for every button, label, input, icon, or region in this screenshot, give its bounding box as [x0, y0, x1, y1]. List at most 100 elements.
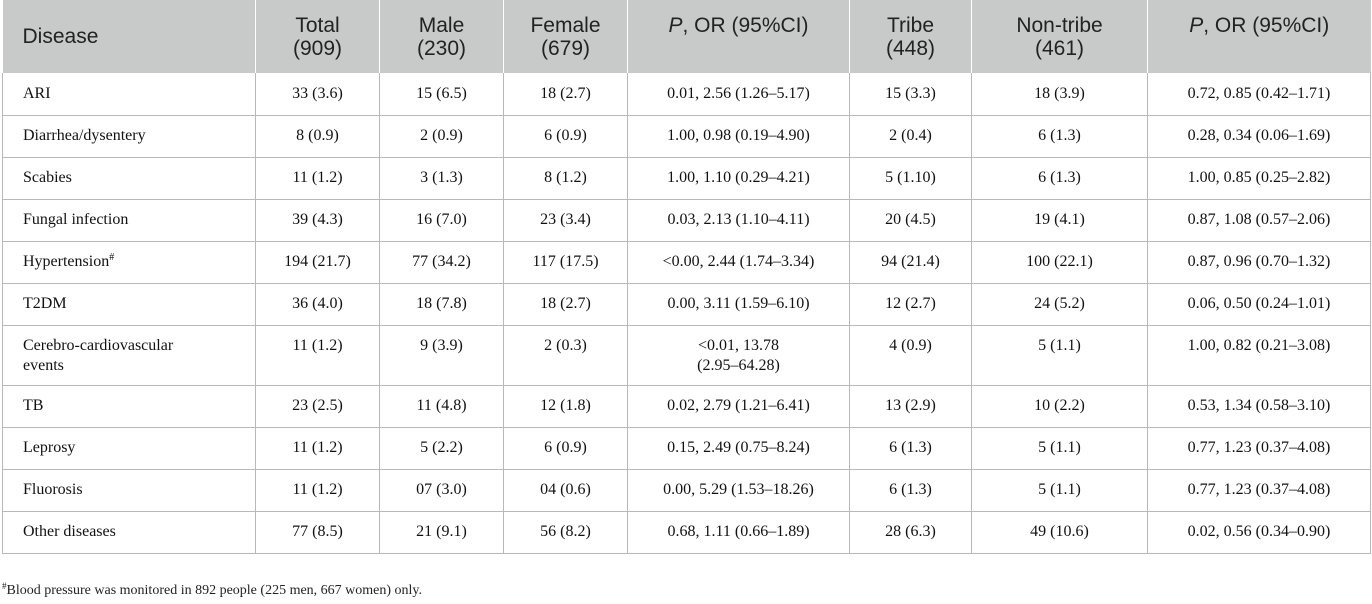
cell-total: 11 (1.2)	[255, 325, 380, 386]
cell-total: 11 (1.2)	[255, 427, 380, 470]
cell-total: 8 (0.9)	[255, 115, 380, 158]
cell-p-or-tribe: 0.06, 0.50 (0.24–1.01)	[1147, 283, 1371, 326]
table-row: Scabies 11 (1.2) 3 (1.3) 8 (1.2) 1.00, 1…	[2, 157, 1371, 200]
cell-non-tribe: 5 (1.1)	[971, 427, 1148, 470]
cell-female: 117 (17.5)	[503, 241, 628, 284]
cell-disease: Cerebro-cardiovascular events	[2, 325, 256, 386]
cell-tribe: 94 (21.4)	[849, 241, 972, 284]
cell-p-or-sex: 0.01, 2.56 (1.26–5.17)	[627, 73, 850, 116]
cell-non-tribe: 49 (10.6)	[971, 511, 1148, 554]
cell-non-tribe: 6 (1.3)	[971, 115, 1148, 158]
cell-disease: Fungal infection	[2, 199, 256, 242]
cell-p-or-tribe: 1.00, 0.82 (0.21–3.08)	[1147, 325, 1371, 386]
cell-p-or-tribe: 0.02, 0.56 (0.34–0.90)	[1147, 511, 1371, 554]
table-header: Disease Total (909) Male (230) Female (679)…	[2, 0, 1371, 73]
cell-tribe: 6 (1.3)	[849, 469, 972, 512]
table-row: Fluorosis 11 (1.2) 07 (3.0) 04 (0.6) 0.0…	[2, 469, 1371, 512]
cell-male: 11 (4.8)	[379, 385, 504, 428]
table-row: Hypertension# 194 (21.7) 77 (34.2) 117 (…	[2, 241, 1371, 284]
cell-disease: TB	[2, 385, 256, 428]
table-row: Diarrhea/dysentery 8 (0.9) 2 (0.9) 6 (0.…	[2, 115, 1371, 158]
cell-p-or-sex: 0.68, 1.11 (0.66–1.89)	[627, 511, 850, 554]
table-row: Fungal infection 39 (4.3) 16 (7.0) 23 (3…	[2, 199, 1371, 242]
cell-p-or-sex: <0.00, 2.44 (1.74–3.34)	[627, 241, 850, 284]
cell-male: 77 (34.2)	[379, 241, 504, 284]
cell-female: 18 (2.7)	[503, 283, 628, 326]
cell-non-tribe: 100 (22.1)	[971, 241, 1148, 284]
cell-p-or-tribe: 1.00, 0.85 (0.25–2.82)	[1147, 157, 1371, 200]
cell-tribe: 2 (0.4)	[849, 115, 972, 158]
cell-p-or-sex: 1.00, 1.10 (0.29–4.21)	[627, 157, 850, 200]
cell-tribe: 13 (2.9)	[849, 385, 972, 428]
cell-tribe: 5 (1.10)	[849, 157, 972, 200]
cell-p-or-tribe: 0.87, 0.96 (0.70–1.32)	[1147, 241, 1371, 284]
table-row: Cerebro-cardiovascular events 11 (1.2) 9 …	[2, 325, 1371, 386]
header-total: Total (909)	[255, 0, 380, 73]
cell-male: 21 (9.1)	[379, 511, 504, 554]
cell-female: 18 (2.7)	[503, 73, 628, 116]
cell-total: 36 (4.0)	[255, 283, 380, 326]
cell-p-or-sex: 0.15, 2.49 (0.75–8.24)	[627, 427, 850, 470]
cell-male: 2 (0.9)	[379, 115, 504, 158]
table-row: ARI 33 (3.6) 15 (6.5) 18 (2.7) 0.01, 2.5…	[2, 73, 1371, 116]
cell-tribe: 12 (2.7)	[849, 283, 972, 326]
header-p-or-tribe: P, OR (95%CI)	[1147, 0, 1371, 73]
cell-p-or-sex: 0.03, 2.13 (1.10–4.11)	[627, 199, 850, 242]
cell-disease: ARI	[2, 73, 256, 116]
table-row: TB 23 (2.5) 11 (4.8) 12 (1.8) 0.02, 2.79…	[2, 385, 1371, 428]
cell-tribe: 6 (1.3)	[849, 427, 972, 470]
cell-disease: Other diseases	[2, 511, 256, 554]
cell-tribe: 15 (3.3)	[849, 73, 972, 116]
cell-disease: Diarrhea/dysentery	[2, 115, 256, 158]
cell-non-tribe: 18 (3.9)	[971, 73, 1148, 116]
cell-p-or-tribe: 0.77, 1.23 (0.37–4.08)	[1147, 469, 1371, 512]
cell-p-or-sex: 1.00, 0.98 (0.19–4.90)	[627, 115, 850, 158]
cell-p-or-sex: <0.01, 13.78 (2.95–64.28)	[627, 325, 850, 386]
header-female: Female (679)	[503, 0, 628, 73]
cell-non-tribe: 19 (4.1)	[971, 199, 1148, 242]
cell-male: 15 (6.5)	[379, 73, 504, 116]
cell-disease: T2DM	[2, 283, 256, 326]
cell-non-tribe: 10 (2.2)	[971, 385, 1148, 428]
cell-male: 3 (1.3)	[379, 157, 504, 200]
cell-p-or-sex: 0.00, 5.29 (1.53–18.26)	[627, 469, 850, 512]
cell-male: 07 (3.0)	[379, 469, 504, 512]
header-non-tribe: Non-tribe (461)	[971, 0, 1148, 73]
cell-p-or-sex: 0.02, 2.79 (1.21–6.41)	[627, 385, 850, 428]
cell-total: 23 (2.5)	[255, 385, 380, 428]
cell-non-tribe: 24 (5.2)	[971, 283, 1148, 326]
cell-p-or-tribe: 0.53, 1.34 (0.58–3.10)	[1147, 385, 1371, 428]
cell-non-tribe: 5 (1.1)	[971, 469, 1148, 512]
cell-p-or-tribe: 0.72, 0.85 (0.42–1.71)	[1147, 73, 1371, 116]
cell-total: 11 (1.2)	[255, 157, 380, 200]
footnote-marker: #	[2, 581, 7, 591]
cell-disease: Fluorosis	[2, 469, 256, 512]
table-footnote: #Blood pressure was monitored in 892 peo…	[2, 581, 423, 599]
header-p-or-sex: P, OR (95%CI)	[627, 0, 850, 73]
cell-total: 77 (8.5)	[255, 511, 380, 554]
cell-tribe: 20 (4.5)	[849, 199, 972, 242]
cell-p-or-sex: 0.00, 3.11 (1.59–6.10)	[627, 283, 850, 326]
cell-female: 6 (0.9)	[503, 427, 628, 470]
disease-table-container: Disease Total (909) Male (230) Female (679)…	[2, 0, 1371, 554]
footnote-marker: #	[109, 252, 115, 263]
cell-female: 04 (0.6)	[503, 469, 628, 512]
cell-total: 39 (4.3)	[255, 199, 380, 242]
cell-total: 194 (21.7)	[255, 241, 380, 284]
cell-disease: Hypertension#	[2, 241, 256, 284]
cell-p-or-tribe: 0.28, 0.34 (0.06–1.69)	[1147, 115, 1371, 158]
cell-male: 9 (3.9)	[379, 325, 504, 386]
table-body: ARI 33 (3.6) 15 (6.5) 18 (2.7) 0.01, 2.5…	[2, 73, 1371, 554]
cell-total: 33 (3.6)	[255, 73, 380, 116]
cell-female: 56 (8.2)	[503, 511, 628, 554]
table-row: T2DM 36 (4.0) 18 (7.8) 18 (2.7) 0.00, 3.…	[2, 283, 1371, 326]
footnote-text: Blood pressure was monitored in 892 peop…	[6, 583, 423, 598]
cell-non-tribe: 6 (1.3)	[971, 157, 1148, 200]
cell-tribe: 28 (6.3)	[849, 511, 972, 554]
cell-male: 16 (7.0)	[379, 199, 504, 242]
cell-female: 23 (3.4)	[503, 199, 628, 242]
cell-disease: Scabies	[2, 157, 256, 200]
cell-female: 2 (0.3)	[503, 325, 628, 386]
cell-female: 6 (0.9)	[503, 115, 628, 158]
disease-table: Disease Total (909) Male (230) Female (679)…	[2, 0, 1371, 554]
